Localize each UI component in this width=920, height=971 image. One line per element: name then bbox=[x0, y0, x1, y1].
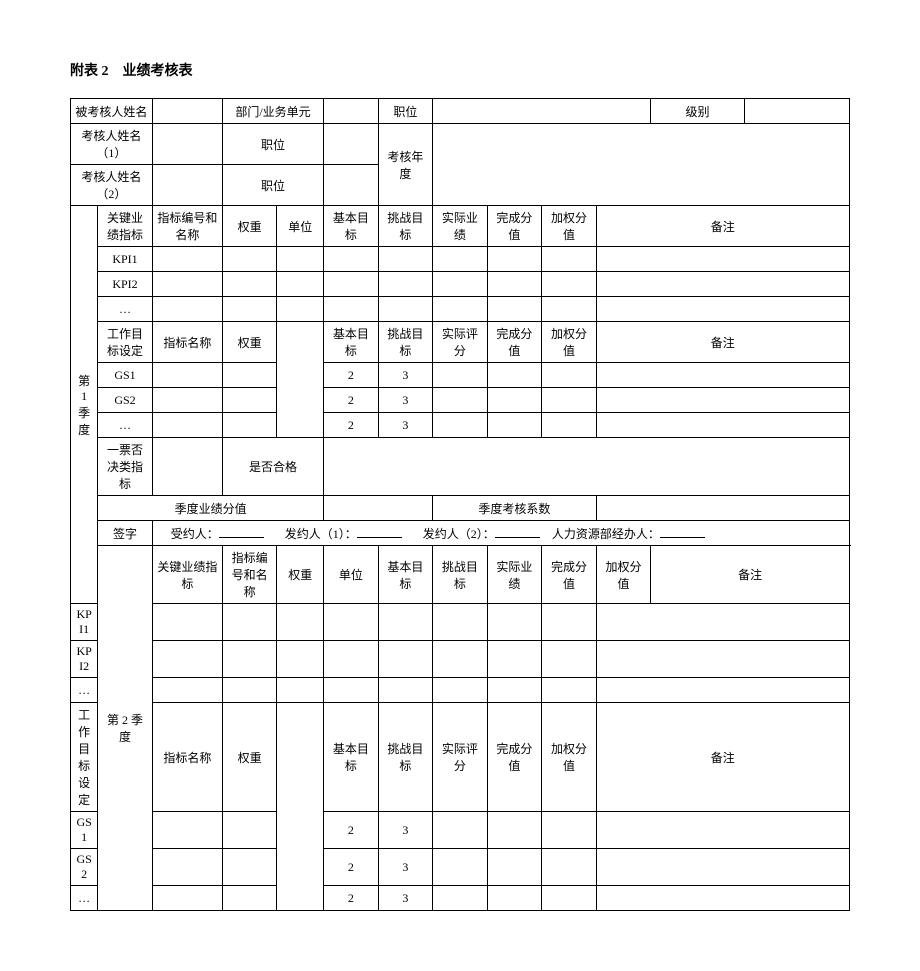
label-indicator-name: 指标名称 bbox=[152, 322, 222, 363]
row-gs1: GS1 bbox=[98, 363, 153, 388]
row-gs2: GS2 bbox=[98, 388, 153, 413]
row-kpi1: KPI1 bbox=[98, 247, 153, 272]
label-complete: 完成分值 bbox=[542, 546, 597, 604]
label-dept: 部门/业务单元 bbox=[222, 99, 323, 124]
label-challenge: 挑战目标 bbox=[433, 546, 488, 604]
label-q2: 第 2 季度 bbox=[98, 546, 153, 911]
label-weighted: 加权分值 bbox=[542, 322, 597, 363]
label-veto: 一票否决类指标 bbox=[98, 438, 153, 496]
label-basic: 基本目标 bbox=[324, 322, 379, 363]
label-assessor2: 考核人姓名（2） bbox=[71, 165, 153, 206]
label-actual-score: 实际评分 bbox=[433, 322, 488, 363]
label-weighted: 加权分值 bbox=[542, 703, 597, 812]
label-position: 职位 bbox=[222, 165, 323, 206]
label-weight: 权重 bbox=[277, 546, 324, 604]
label-sign: 签字 bbox=[98, 521, 153, 546]
row-dots: … bbox=[71, 678, 98, 703]
label-challenge: 挑战目标 bbox=[378, 322, 433, 363]
label-weighted: 加权分值 bbox=[596, 546, 651, 604]
label-assessor1: 考核人姓名（1） bbox=[71, 124, 153, 165]
label-kpi-section: 关键业绩指标 bbox=[152, 546, 222, 604]
label-weight: 权重 bbox=[222, 703, 277, 812]
row-dots: … bbox=[98, 413, 153, 438]
label-unit: 单位 bbox=[324, 546, 379, 604]
label-complete: 完成分值 bbox=[487, 322, 542, 363]
signature-line: 受约人： 发约人（1）： 发约人（2）： 人力资源部经办人： bbox=[152, 521, 849, 546]
cell bbox=[324, 165, 379, 206]
cell bbox=[324, 99, 379, 124]
row-kpi2: KPI2 bbox=[71, 641, 98, 678]
page-title: 附表 2 业绩考核表 bbox=[70, 60, 850, 80]
label-actual: 实际业绩 bbox=[487, 546, 542, 604]
label-assessed-name: 被考核人姓名 bbox=[71, 99, 153, 124]
label-remark: 备注 bbox=[596, 703, 849, 812]
label-basic: 基本目标 bbox=[378, 546, 433, 604]
label-complete: 完成分值 bbox=[487, 703, 542, 812]
label-level: 级别 bbox=[651, 99, 744, 124]
label-basic: 基本目标 bbox=[324, 703, 379, 812]
label-remark: 备注 bbox=[596, 206, 849, 247]
label-kpi-code: 指标编号和名称 bbox=[152, 206, 222, 247]
label-challenge: 挑战目标 bbox=[378, 703, 433, 812]
row-dots: … bbox=[71, 886, 98, 911]
cell bbox=[433, 99, 651, 124]
label-actual-score: 实际评分 bbox=[433, 703, 488, 812]
label-weight: 权重 bbox=[222, 322, 277, 363]
label-unit: 单位 bbox=[277, 206, 324, 247]
label-indicator-name: 指标名称 bbox=[152, 703, 222, 812]
label-quarter-coef: 季度考核系数 bbox=[433, 496, 597, 521]
row-gs1: GS1 bbox=[71, 812, 98, 849]
row-kpi1: KPI1 bbox=[71, 604, 98, 641]
label-q1: 第 1 季度 bbox=[71, 206, 98, 604]
row-kpi2: KPI2 bbox=[98, 272, 153, 297]
cell bbox=[433, 124, 850, 206]
row-gs2: GS2 bbox=[71, 849, 98, 886]
label-position: 职位 bbox=[222, 124, 323, 165]
cell bbox=[152, 165, 222, 206]
cell bbox=[324, 124, 379, 165]
label-kpi-section: 关键业绩指标 bbox=[98, 206, 153, 247]
label-remark: 备注 bbox=[596, 322, 849, 363]
label-remark: 备注 bbox=[651, 546, 850, 604]
label-kpi-code: 指标编号和名称 bbox=[222, 546, 277, 604]
label-weighted: 加权分值 bbox=[542, 206, 597, 247]
label-goal-section: 工作目标设定 bbox=[71, 703, 98, 812]
row-dots: … bbox=[98, 297, 153, 322]
label-qualified: 是否合格 bbox=[222, 438, 323, 496]
label-year: 考核年度 bbox=[378, 124, 433, 206]
cell bbox=[152, 124, 222, 165]
label-position: 职位 bbox=[378, 99, 433, 124]
cell bbox=[277, 322, 324, 438]
label-complete: 完成分值 bbox=[487, 206, 542, 247]
cell bbox=[744, 99, 849, 124]
label-challenge: 挑战目标 bbox=[378, 206, 433, 247]
assessment-table: 被考核人姓名 部门/业务单元 职位 级别 考核人姓名（1） 职位 考核年度 考核… bbox=[70, 98, 850, 911]
label-actual: 实际业绩 bbox=[433, 206, 488, 247]
label-quarter-score: 季度业绩分值 bbox=[98, 496, 324, 521]
label-weight: 权重 bbox=[222, 206, 277, 247]
label-goal-section: 工作目标设定 bbox=[98, 322, 153, 363]
cell bbox=[152, 99, 222, 124]
label-basic: 基本目标 bbox=[324, 206, 379, 247]
